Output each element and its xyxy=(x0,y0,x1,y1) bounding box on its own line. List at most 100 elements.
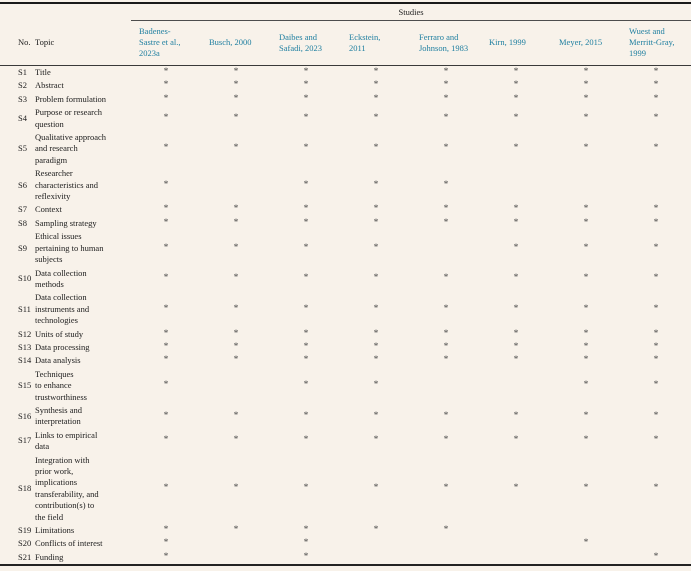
row-number: S7 xyxy=(18,204,27,215)
criterion-mark: * xyxy=(443,328,449,339)
criterion-mark: * xyxy=(653,483,659,494)
row-topic: Data analysis xyxy=(35,355,81,366)
study-citation-header[interactable]: Daibes and Safadi, 2023 xyxy=(271,20,341,66)
study-citation-header[interactable]: Eckstein, 2011 xyxy=(341,20,411,66)
table-row: S20 Conflicts of interest * * * xyxy=(0,537,691,550)
criterion-mark: * xyxy=(583,143,589,154)
row-number: S9 xyxy=(18,242,27,253)
criterion-mark: * xyxy=(303,179,309,190)
criterion-mark: * xyxy=(303,483,309,494)
table-row: S16 Synthesis and interpretation * * * * * * * * xyxy=(0,404,691,429)
criterion-mark: * xyxy=(443,67,449,77)
criterion-mark-empty xyxy=(551,551,621,565)
criterion-mark: * xyxy=(653,80,659,91)
col-header-topic: Topic xyxy=(35,20,131,66)
criterion-mark-empty xyxy=(481,537,551,550)
criterion-mark: * xyxy=(163,538,169,549)
criterion-mark: * xyxy=(513,355,519,366)
criterion-mark: * xyxy=(513,410,519,421)
row-number: S12 xyxy=(18,328,32,339)
criterion-mark: * xyxy=(513,93,519,104)
row-topic: Techniques to enhance trustworthiness xyxy=(35,368,87,402)
criterion-mark: * xyxy=(163,217,169,228)
study-citation-header[interactable]: Wuest and Merritt-Gray, 1999 xyxy=(621,20,691,66)
criterion-mark: * xyxy=(163,380,169,391)
row-number: S3 xyxy=(18,93,27,104)
study-citation-header[interactable]: Ferraro and Johnson, 1983 xyxy=(411,20,481,66)
criterion-mark: * xyxy=(163,328,169,339)
row-topic: Funding xyxy=(35,551,64,562)
criterion-mark: * xyxy=(163,525,169,536)
criterion-mark: * xyxy=(373,410,379,421)
criterion-mark: * xyxy=(443,525,449,536)
row-number: S8 xyxy=(18,217,27,228)
criterion-mark: * xyxy=(583,328,589,339)
criterion-mark: * xyxy=(373,179,379,190)
criterion-mark: * xyxy=(163,273,169,284)
criterion-mark-empty xyxy=(481,167,551,203)
studies-group-header: Studies xyxy=(131,3,691,21)
row-topic: Limitations xyxy=(35,525,75,536)
criterion-mark: * xyxy=(303,80,309,91)
table-row: S9 Ethical issues pertaining to human sub… xyxy=(0,230,691,266)
criterion-mark: * xyxy=(513,80,519,91)
criterion-mark: * xyxy=(583,80,589,91)
criterion-mark: * xyxy=(303,273,309,284)
criterion-mark: * xyxy=(163,143,169,154)
criterion-mark: * xyxy=(443,273,449,284)
criterion-mark: * xyxy=(653,67,659,77)
criterion-mark: * xyxy=(233,93,239,104)
row-topic: Qualitative approach and research paradi… xyxy=(35,132,107,165)
row-topic: Data collection instruments and technolo… xyxy=(35,292,90,326)
study-citation-header[interactable]: Kirn, 1999 xyxy=(481,20,551,66)
criterion-mark: * xyxy=(653,341,659,352)
criterion-mark: * xyxy=(303,242,309,253)
criterion-mark-empty xyxy=(481,551,551,565)
criterion-mark-empty xyxy=(551,167,621,203)
row-number: S18 xyxy=(18,483,32,494)
criterion-mark: * xyxy=(373,341,379,352)
criterion-mark: * xyxy=(443,112,449,123)
criterion-mark: * xyxy=(653,112,659,123)
criterion-mark: * xyxy=(303,525,309,536)
spanner-gap-no xyxy=(0,3,35,21)
criterion-mark: * xyxy=(373,143,379,154)
criterion-mark: * xyxy=(653,303,659,314)
criterion-mark: * xyxy=(373,525,379,536)
criterion-mark: * xyxy=(303,410,309,421)
criterion-mark: * xyxy=(303,551,309,562)
criterion-mark: * xyxy=(443,80,449,91)
criterion-mark: * xyxy=(583,355,589,366)
criterion-mark: * xyxy=(373,242,379,253)
criterion-mark: * xyxy=(583,483,589,494)
table-row: S1 Title * * * * * * * * xyxy=(0,66,691,80)
criterion-mark: * xyxy=(653,355,659,366)
study-citation-header[interactable]: Busch, 2000 xyxy=(201,20,271,66)
criterion-mark: * xyxy=(583,273,589,284)
row-topic: Synthesis and interpretation xyxy=(35,404,82,427)
criterion-mark: * xyxy=(653,93,659,104)
row-number: S11 xyxy=(18,303,31,314)
row-number: S17 xyxy=(18,435,32,446)
criterion-mark: * xyxy=(303,67,309,77)
criterion-mark-empty xyxy=(341,537,411,550)
row-topic: Sampling strategy xyxy=(35,217,97,228)
study-citation-header[interactable]: Meyer, 2015 xyxy=(551,20,621,66)
study-citation-header[interactable]: Badenes- Sastre et al., 2023a xyxy=(131,20,201,66)
criterion-mark: * xyxy=(233,143,239,154)
criterion-mark-empty xyxy=(411,551,481,565)
criterion-mark: * xyxy=(303,328,309,339)
criterion-mark: * xyxy=(163,341,169,352)
criterion-mark: * xyxy=(653,551,659,562)
criterion-mark-empty xyxy=(201,551,271,565)
criterion-mark: * xyxy=(163,303,169,314)
row-number: S16 xyxy=(18,410,32,421)
criterion-mark-empty xyxy=(621,524,691,537)
row-topic: Problem formulation xyxy=(35,93,107,104)
criterion-mark: * xyxy=(443,303,449,314)
criterion-mark: * xyxy=(373,273,379,284)
criterion-mark: * xyxy=(653,410,659,421)
criterion-mark: * xyxy=(513,435,519,446)
criterion-mark-empty xyxy=(481,524,551,537)
